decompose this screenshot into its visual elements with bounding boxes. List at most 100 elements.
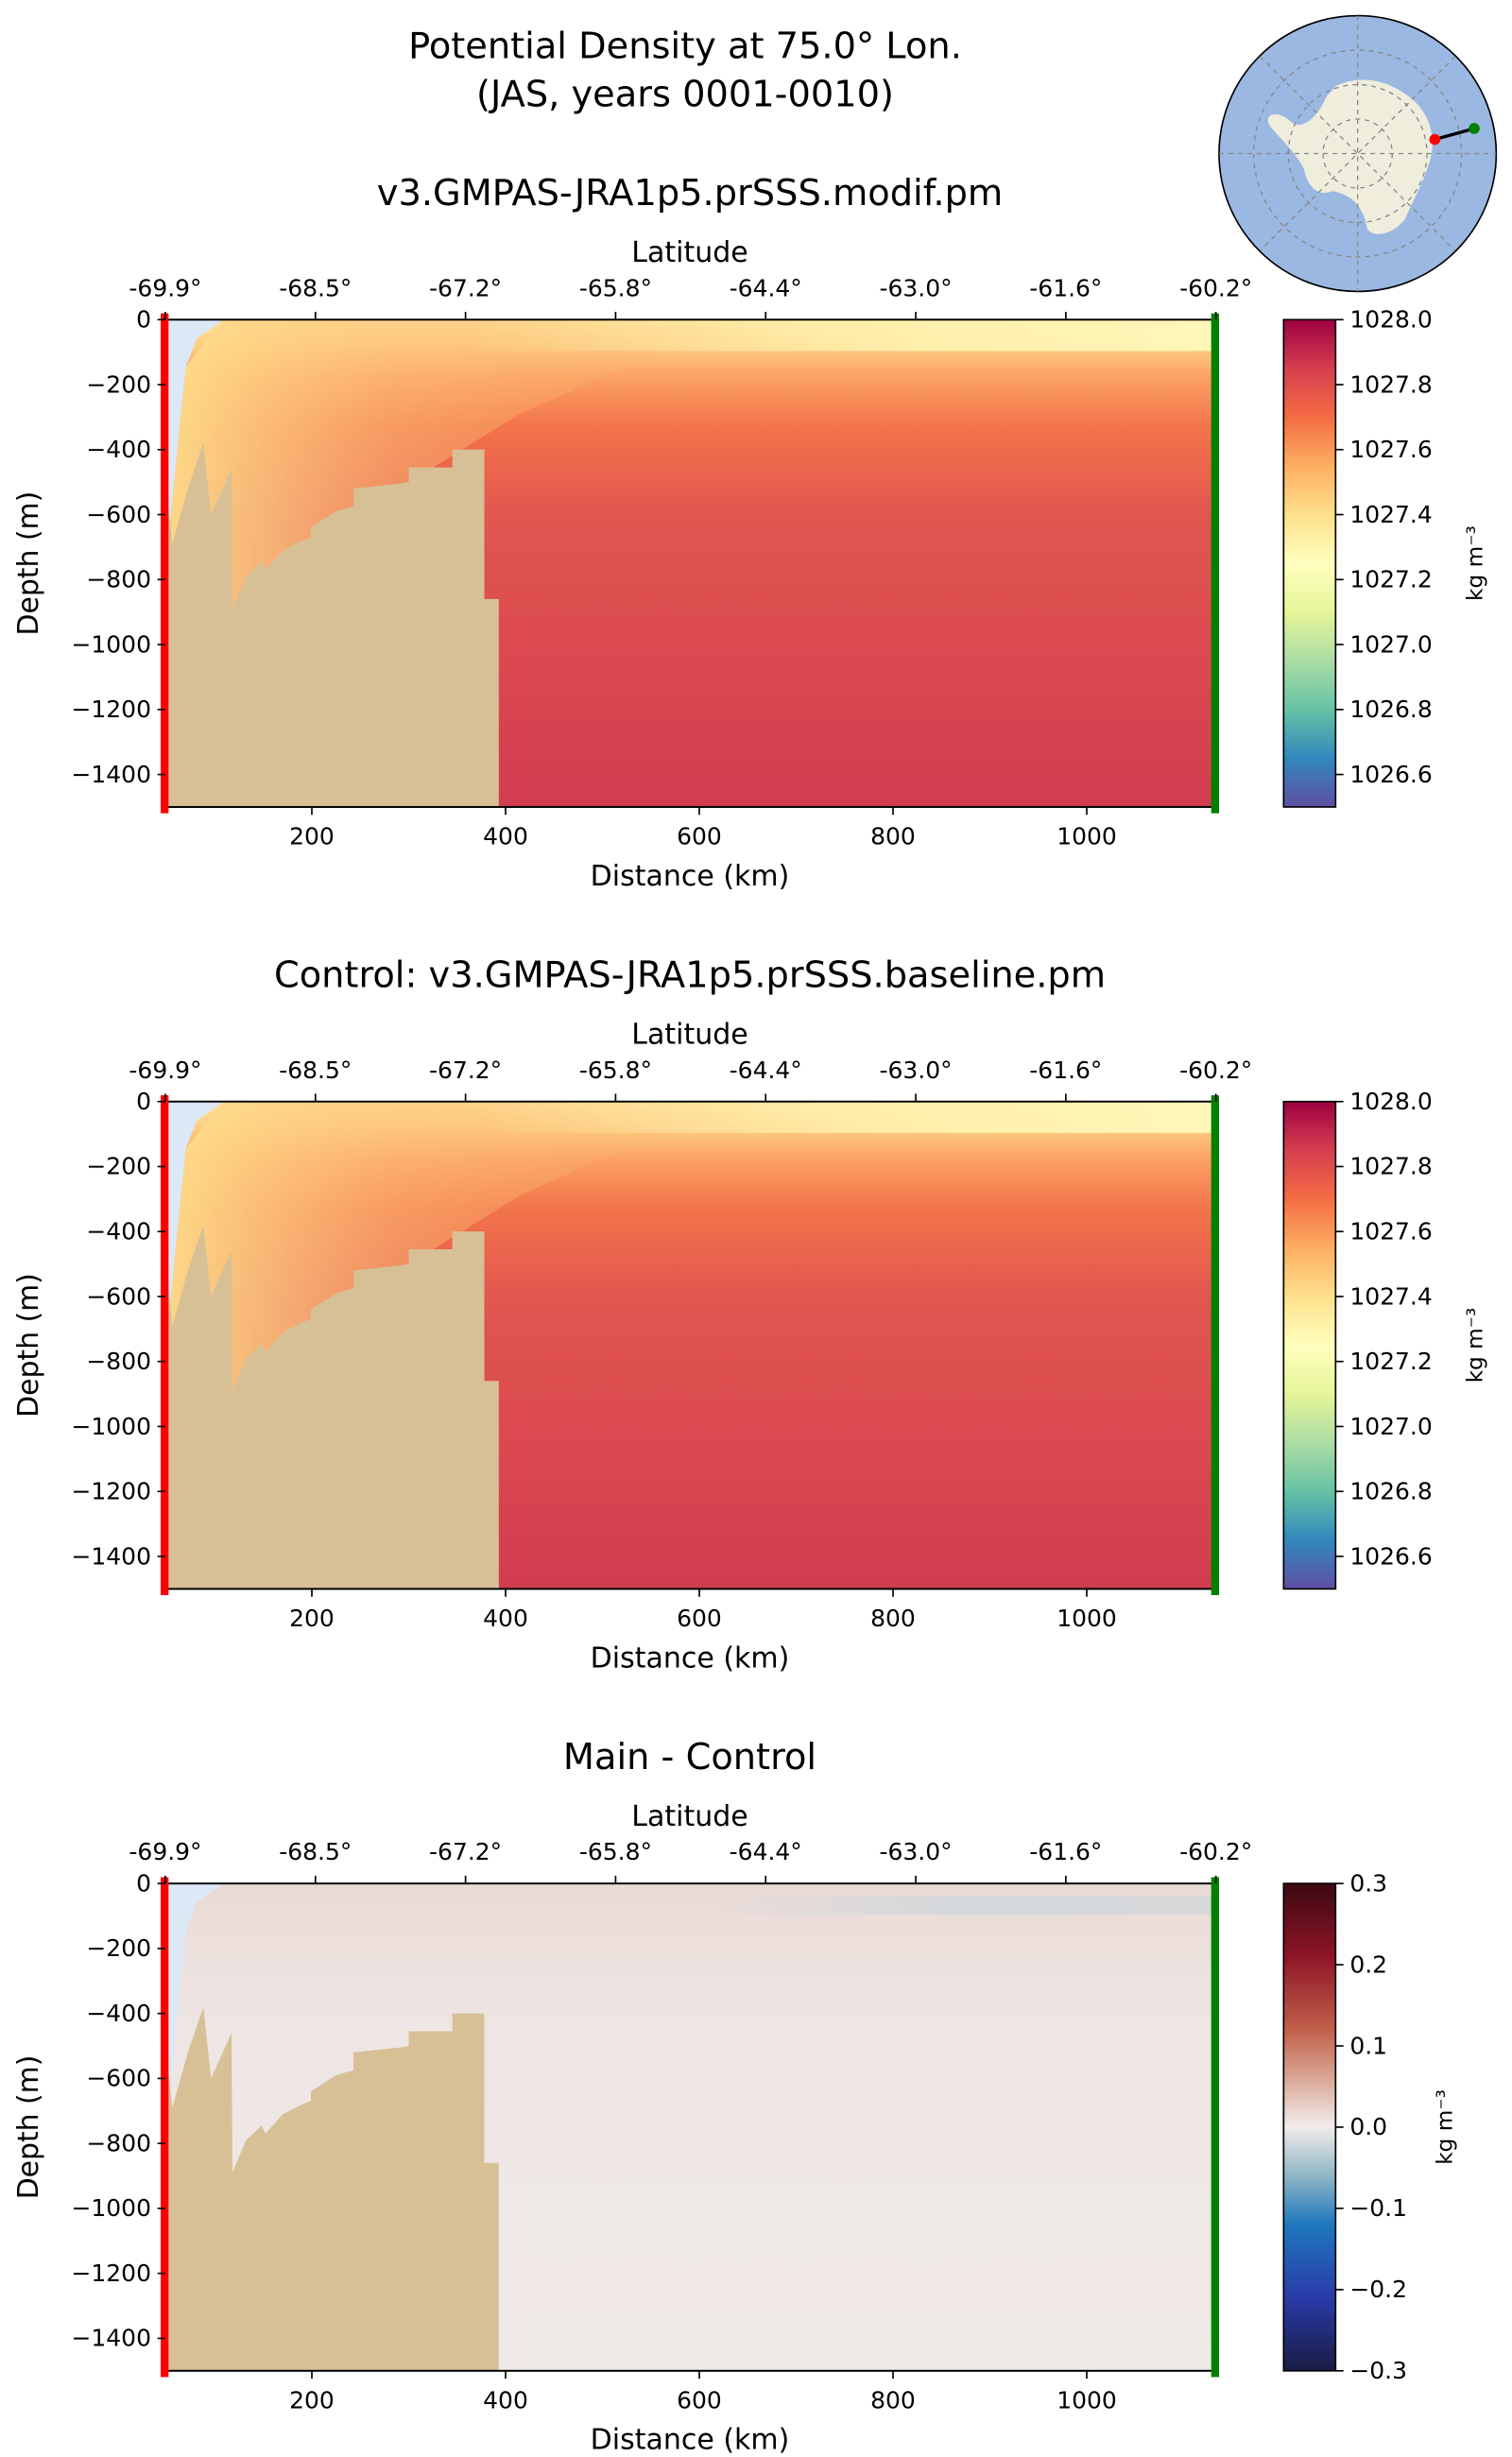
y-tick-label: −200 — [86, 1153, 151, 1180]
x-tick-label: 600 — [677, 823, 722, 850]
y-tick-label: −1000 — [71, 630, 151, 658]
y-axis-label: Depth (m) — [12, 2055, 45, 2200]
colorbar-tick-label: −0.2 — [1349, 2276, 1407, 2303]
lat-tick-label: -69.9° — [129, 1838, 201, 1865]
colorbar — [1282, 1882, 1337, 2372]
colorbar-tick-label: 1027.0 — [1349, 1413, 1432, 1440]
colorbar-tick-label: 1026.8 — [1349, 696, 1432, 723]
lat-tick-label: -65.8° — [579, 1057, 652, 1084]
colorbar-tick-label: 1028.0 — [1349, 1088, 1432, 1115]
x-tick-label: 800 — [870, 1605, 916, 1632]
lat-tick-label: -63.0° — [879, 1838, 952, 1865]
y-tick-label: −400 — [86, 1218, 151, 1246]
field-shelf-water — [165, 319, 819, 790]
x-tick-label: 800 — [870, 2387, 916, 2414]
section-start-line — [161, 1095, 169, 1596]
y-tick-label: −1000 — [71, 2194, 151, 2222]
x-tick-label: 400 — [483, 2387, 528, 2414]
section-start-marker — [1429, 133, 1441, 146]
panel-1: v3.GMPAS-JRA1p5.prSSS.modif.pm 200 400 600 8… — [12, 173, 1487, 893]
lat-tick-label: -68.5° — [279, 1838, 352, 1865]
x-axis-label: Distance (km) — [591, 2424, 790, 2457]
section-line — [1434, 127, 1475, 142]
y-tick-label: −600 — [86, 2065, 151, 2092]
lat-tick-label: -67.2° — [429, 274, 502, 301]
lat-tick-label: -60.2° — [1179, 1057, 1252, 1084]
lat-tick-label: -69.9° — [129, 274, 201, 301]
panel-title: v3.GMPAS-JRA1p5.prSSS.modif.pm — [377, 173, 1003, 215]
figure-title-line2: (JAS, years 0001-0010) — [476, 75, 894, 116]
colorbar-tick-label: 1026.6 — [1349, 761, 1432, 788]
lat-tick-label: -65.8° — [579, 1838, 652, 1865]
y-tick-label: −200 — [86, 370, 151, 398]
x-tick-label: 1000 — [1057, 823, 1117, 850]
colorbar-tick-label: 1027.8 — [1349, 370, 1432, 398]
colorbar — [1282, 1100, 1337, 1590]
y-tick-label: 0 — [136, 306, 151, 334]
y-axis-label: Depth (m) — [12, 491, 45, 636]
colorbar-label: kg m⁻³ — [1462, 1308, 1487, 1383]
section-end-line — [1211, 1877, 1219, 2378]
y-tick-label: −1000 — [71, 1413, 151, 1440]
lat-tick-label: -63.0° — [879, 274, 952, 301]
x-tick-label: 200 — [289, 823, 335, 850]
x-tick-label: 600 — [677, 1605, 722, 1632]
colorbar-label: kg m⁻³ — [1462, 525, 1487, 601]
lat-tick-label: -64.4° — [730, 1057, 802, 1084]
colorbar-label: kg m⁻³ — [1433, 2089, 1458, 2165]
lat-tick-label: -64.4° — [730, 274, 802, 301]
y-tick-label: −1400 — [71, 1542, 151, 1570]
lat-tick-label: -61.6° — [1029, 1057, 1102, 1084]
colorbar-tick-label: 1027.6 — [1349, 436, 1432, 463]
section-end-marker — [1469, 123, 1480, 134]
x-tick-label: 1000 — [1057, 1605, 1117, 1632]
top-axis-label: Latitude — [631, 236, 747, 269]
colorbar-tick-label: −0.3 — [1349, 2357, 1407, 2384]
y-tick-label: −600 — [86, 501, 151, 528]
bathymetry — [166, 1225, 499, 1589]
y-tick-label: −800 — [86, 1348, 151, 1375]
lat-tick-label: -68.5° — [279, 1057, 352, 1084]
colorbar-tick-label: −0.1 — [1349, 2194, 1407, 2222]
y-tick-label: −800 — [86, 566, 151, 593]
y-tick-label: −1200 — [71, 2259, 151, 2287]
x-tick-label: 400 — [483, 823, 528, 850]
lat-tick-label: -64.4° — [730, 1838, 802, 1865]
section-end-line — [1211, 313, 1219, 814]
colorbar-tick-label: 1026.8 — [1349, 1478, 1432, 1505]
x-axis-label: Distance (km) — [591, 860, 790, 893]
y-tick-label: −1400 — [71, 761, 151, 788]
y-tick-label: 0 — [136, 1869, 151, 1897]
lat-tick-label: -60.2° — [1179, 1838, 1252, 1865]
top-axis-label: Latitude — [631, 1800, 747, 1833]
y-tick-label: 0 — [136, 1088, 151, 1115]
inset-map — [1218, 14, 1498, 293]
colorbar-tick-label: 0.0 — [1349, 2113, 1387, 2140]
lat-tick-label: -65.8° — [579, 274, 652, 301]
lat-tick-label: -67.2° — [429, 1057, 502, 1084]
lat-tick-label: -61.6° — [1029, 1838, 1102, 1865]
field-surface-layer — [472, 319, 1216, 352]
colorbar-tick-label: 0.1 — [1349, 2032, 1387, 2059]
lat-tick-label: -69.9° — [129, 1057, 201, 1084]
colorbar-tick-label: 1027.0 — [1349, 630, 1432, 658]
lat-tick-label: -67.2° — [429, 1838, 502, 1865]
x-tick-label: 400 — [483, 1605, 528, 1632]
colorbar — [1282, 318, 1337, 808]
section-start-line — [161, 313, 169, 814]
field-surface-layer — [472, 1101, 1216, 1133]
x-axis-label: Distance (km) — [591, 1641, 790, 1675]
x-tick-label: 1000 — [1057, 2387, 1117, 2414]
y-tick-label: −1400 — [71, 2325, 151, 2352]
x-tick-label: 200 — [289, 1605, 335, 1632]
colorbar-tick-label: 1027.2 — [1349, 1348, 1432, 1375]
lat-tick-label: -60.2° — [1179, 274, 1252, 301]
lat-tick-label: -68.5° — [279, 274, 352, 301]
y-tick-label: −1200 — [71, 696, 151, 723]
lat-tick-label: -63.0° — [879, 1057, 952, 1084]
antarctica-landmass — [1267, 79, 1433, 234]
colorbar-tick-label: 1027.4 — [1349, 501, 1432, 528]
bathymetry — [166, 442, 499, 807]
colorbar-tick-label: 1028.0 — [1349, 306, 1432, 334]
